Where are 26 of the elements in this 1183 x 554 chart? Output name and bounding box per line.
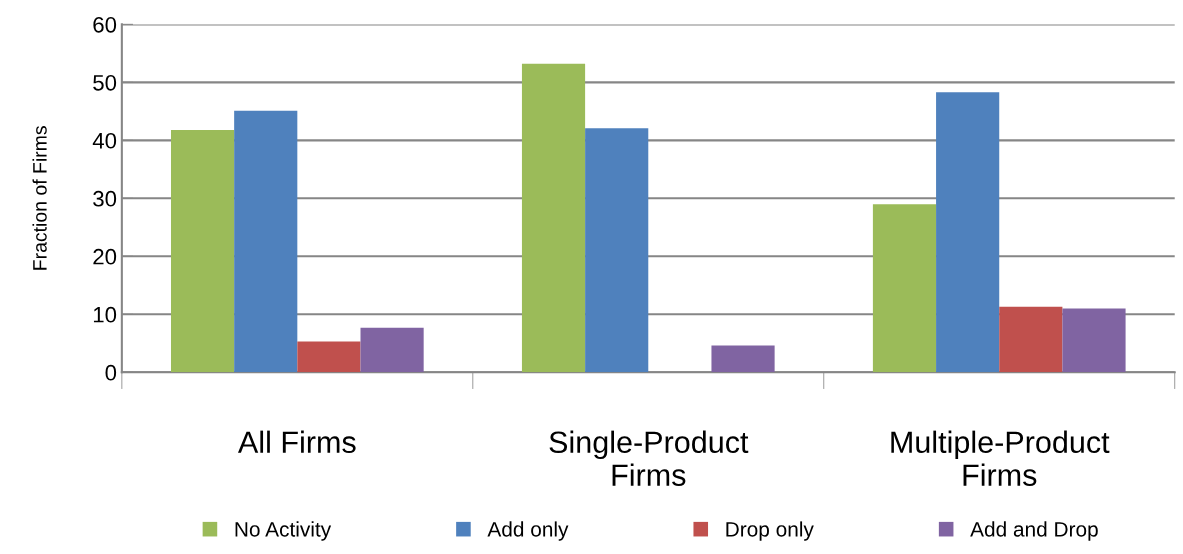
bar — [297, 341, 361, 373]
y-tick-label: 0 — [105, 364, 117, 381]
bar — [170, 129, 235, 373]
x-tick-label: All Firms — [237, 430, 356, 454]
legend-label: No Activity — [235, 521, 332, 541]
x-tick-label: Single-Product Firms — [549, 430, 749, 486]
bar — [360, 327, 424, 373]
y-tick-label: 50 — [93, 74, 117, 91]
bar — [999, 306, 1063, 373]
y-tick-label: 20 — [93, 248, 117, 265]
y-tick-label: 40 — [92, 132, 117, 149]
y-tick-label: 10 — [93, 306, 117, 323]
y-tick-label: 60 — [93, 16, 117, 33]
y-axis-title: Fraction of Firms — [32, 126, 47, 270]
bar — [234, 110, 298, 373]
legend-label: Add only — [487, 521, 569, 541]
y-tick-label: 30 — [93, 190, 117, 207]
bar — [872, 204, 937, 373]
x-tick-label: Multiple-Product Firms — [891, 430, 1110, 486]
bar — [1062, 308, 1126, 373]
legend-label: Drop only — [726, 521, 814, 541]
bar — [521, 63, 586, 373]
legend-label: Add and Drop — [970, 521, 1098, 541]
bar — [711, 345, 775, 373]
bar — [936, 92, 1000, 373]
bar — [585, 128, 649, 373]
